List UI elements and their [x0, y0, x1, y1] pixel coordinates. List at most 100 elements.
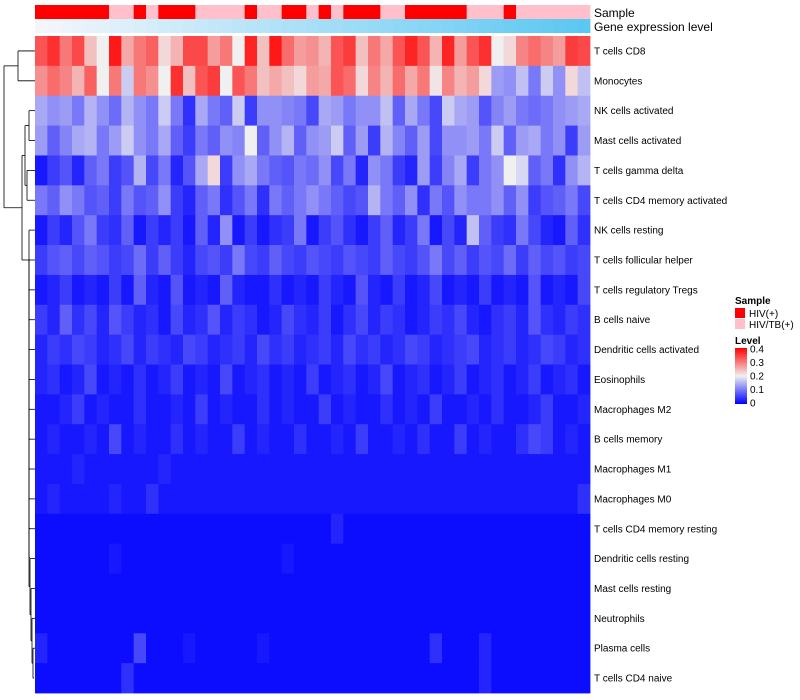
- heatmap-cell: [503, 543, 517, 574]
- heatmap-cell: [269, 65, 283, 97]
- heatmap-cell: [294, 543, 307, 574]
- heatmap-cell: [392, 633, 406, 664]
- heatmap-cell: [59, 483, 73, 515]
- heatmap-cell: [35, 663, 48, 694]
- heatmap-cell: [454, 155, 468, 186]
- heatmap-cell: [244, 215, 258, 246]
- legend-level-tick-label: 0: [750, 399, 756, 410]
- heatmap-cell: [59, 65, 73, 97]
- heatmap-cell: [72, 663, 85, 694]
- heatmap-cell: [540, 215, 554, 246]
- heatmap-cell: [466, 394, 480, 425]
- heatmap-cell: [318, 513, 332, 545]
- sample-annotation-cell: [392, 5, 406, 19]
- heatmap-cell: [158, 185, 172, 216]
- sample-annotation-cell: [479, 5, 492, 19]
- heatmap-cell: [59, 274, 73, 306]
- heatmap-cell: [405, 65, 418, 97]
- heatmap-cell: [170, 364, 184, 395]
- heatmap-cell: [405, 424, 418, 455]
- heatmap-cell: [59, 633, 73, 664]
- heatmap-cell: [220, 304, 233, 336]
- heatmap-cell: [565, 65, 579, 97]
- heatmap-cell: [59, 185, 73, 216]
- heatmap-cell: [306, 65, 320, 97]
- heatmap-cell: [417, 394, 431, 425]
- heatmap-cell: [331, 454, 344, 485]
- heatmap-cell: [281, 95, 295, 126]
- heatmap-cell: [528, 304, 542, 336]
- heatmap-cell: [84, 424, 98, 455]
- gene-expression-annotation-cell: [47, 19, 61, 33]
- heatmap-cell: [577, 274, 591, 306]
- heatmap-cell: [133, 394, 147, 425]
- heatmap-cell: [232, 274, 246, 306]
- heatmap-cell: [466, 483, 480, 515]
- heatmap-cell: [109, 245, 122, 276]
- heatmap-cell: [170, 125, 184, 156]
- heatmap-cell: [109, 663, 122, 694]
- heatmap-cell: [195, 245, 209, 276]
- heatmap-cell: [318, 364, 332, 395]
- heatmap-cell: [442, 364, 455, 395]
- heatmap-cell: [405, 633, 418, 664]
- heatmap-cell: [257, 95, 270, 126]
- heatmap-cell: [442, 125, 455, 156]
- heatmap-cell: [269, 663, 283, 694]
- heatmap-cell: [281, 454, 295, 485]
- heatmap-cell: [158, 304, 172, 336]
- heatmap-cell: [540, 274, 554, 306]
- gene-expression-annotation-cell: [121, 19, 135, 33]
- heatmap-cell: [343, 663, 357, 694]
- heatmap-cell: [72, 215, 85, 246]
- heatmap-cell: [405, 155, 418, 186]
- heatmap-cell: [170, 36, 184, 67]
- heatmap-cell: [257, 36, 270, 67]
- heatmap-cell: [244, 454, 258, 485]
- heatmap-cell: [195, 543, 209, 574]
- heatmap-cell: [244, 95, 258, 126]
- heatmap-cell: [491, 573, 505, 604]
- heatmap-cell: [195, 454, 209, 485]
- heatmap-cell: [183, 633, 196, 664]
- heatmap-cell: [257, 573, 270, 604]
- heatmap-cell: [516, 513, 529, 545]
- heatmap-cell: [343, 633, 357, 664]
- heatmap-cell: [47, 65, 61, 97]
- heatmap-cell: [429, 454, 443, 485]
- heatmap-cell: [417, 65, 431, 97]
- heatmap-cell: [577, 573, 591, 604]
- heatmap-cell: [146, 245, 159, 276]
- legend-level: Level 0.4 0.3 0.2 0.1 0: [735, 336, 764, 410]
- heatmap-cell: [84, 65, 98, 97]
- heatmap-cell: [59, 334, 73, 365]
- heatmap-cell: [429, 394, 443, 425]
- heatmap-cell: [540, 364, 554, 395]
- heatmap-cell: [417, 513, 431, 545]
- gene-expression-annotation-cell: [380, 19, 394, 33]
- heatmap-cell: [417, 483, 431, 515]
- heatmap-cell: [540, 36, 554, 67]
- heatmap-cell: [442, 95, 455, 126]
- heatmap-cell: [244, 663, 258, 694]
- heatmap-cell: [306, 513, 320, 545]
- heatmap-cell: [355, 454, 369, 485]
- heatmap-cell: [306, 155, 320, 186]
- heatmap-cell: [133, 543, 147, 574]
- sample-annotation-cell: [577, 5, 591, 19]
- sample-annotation-cell: [183, 5, 196, 19]
- heatmap-cell: [84, 125, 98, 156]
- heatmap-cell: [47, 185, 61, 216]
- heatmap-cell: [170, 304, 184, 336]
- heatmap-cell: [96, 185, 110, 216]
- sample-annotation-cell: [269, 5, 283, 19]
- heatmap-cell: [417, 424, 431, 455]
- sample-annotation-cell: [503, 5, 517, 19]
- heatmap-cell: [195, 483, 209, 515]
- heatmap-cell: [146, 125, 159, 156]
- heatmap-cell: [220, 364, 233, 395]
- heatmap-cell: [133, 245, 147, 276]
- heatmap-cell: [442, 215, 455, 246]
- heatmap-cell: [429, 543, 443, 574]
